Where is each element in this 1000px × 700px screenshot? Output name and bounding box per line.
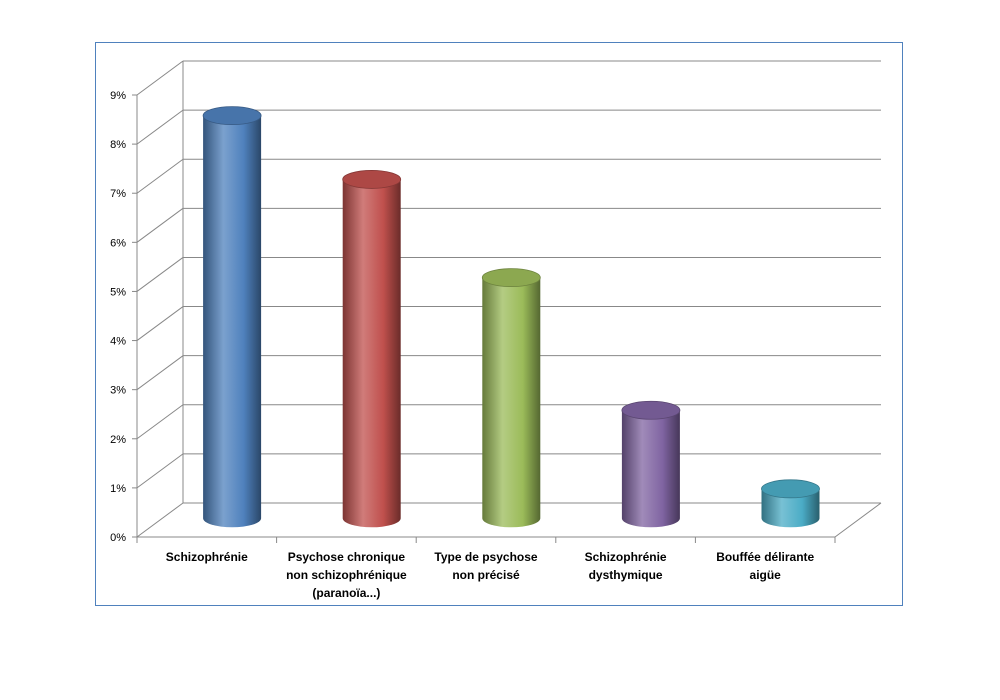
bar-1 (342, 170, 402, 528)
y-tick-label: 9% (110, 90, 126, 102)
gridline-side (136, 109, 184, 145)
bar-body (761, 488, 820, 528)
y-tick-label: 5% (110, 286, 126, 298)
chart-bars (202, 106, 820, 528)
gridline-side (136, 306, 184, 341)
bar-body (342, 179, 401, 528)
x-tick-label: Schizophrénie (166, 550, 248, 564)
bar-body (482, 277, 541, 528)
gridline-side (136, 207, 184, 243)
y-tick-label: 4% (110, 336, 126, 348)
chart-axes (132, 60, 882, 543)
bar-2 (481, 268, 541, 528)
y-tick-label: 7% (110, 188, 126, 200)
gridline-side (136, 257, 184, 292)
floor-right-edge (834, 502, 882, 538)
bar-top (481, 268, 541, 288)
gridline-side (136, 453, 184, 489)
gridline-side (136, 404, 184, 440)
x-tick-label: Type de psychose non précisé (434, 550, 537, 582)
bar-body (203, 115, 262, 528)
bar-top (202, 106, 262, 125)
bar-body (621, 410, 680, 528)
y-tick-label: 3% (110, 385, 126, 397)
bar-0 (202, 106, 262, 528)
bar-top (342, 170, 402, 189)
gridline-side (136, 158, 184, 194)
gridline-side (136, 60, 184, 96)
y-tick-label: 6% (110, 237, 126, 249)
chart-labels: 0% 1% 2% 3% 4% 5% 6% 7% 8% 9% Schizophrénie Psychos… (110, 90, 814, 600)
y-tick-label: 2% (110, 434, 126, 446)
bar-4 (761, 479, 820, 528)
y-tick-label: 8% (110, 139, 126, 151)
x-tick-label: Schizophrénie dysthymique (585, 550, 667, 582)
bar-3 (621, 400, 681, 528)
y-tick-label: 1% (110, 483, 126, 495)
gridline-side (136, 355, 184, 391)
bar-top (621, 400, 681, 420)
y-tick-label: 0% (110, 532, 126, 544)
x-tick-label: Bouffée délirante aigüe (716, 550, 814, 582)
bar-top (761, 479, 820, 499)
gridline-side (136, 502, 184, 538)
x-tick-label: Psychose chronique non schizophrénique (pa… (286, 550, 407, 600)
